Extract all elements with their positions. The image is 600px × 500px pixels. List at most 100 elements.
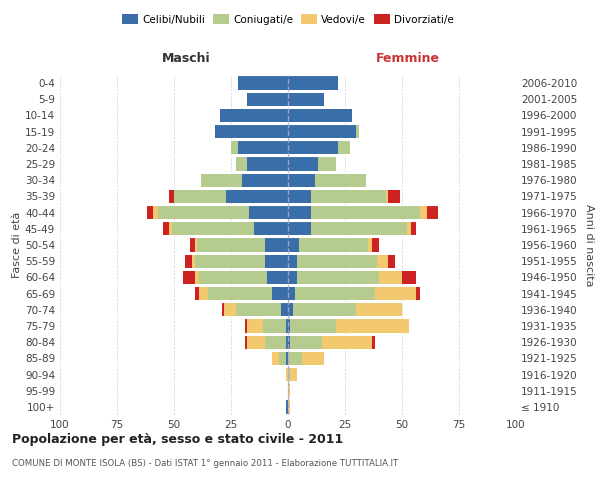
Bar	[197, 238, 265, 252]
Bar	[311, 206, 420, 220]
Bar	[368, 238, 373, 252]
Bar	[356, 303, 402, 316]
Bar	[407, 222, 411, 235]
Bar	[163, 222, 169, 235]
Bar	[416, 287, 420, 300]
Bar	[247, 320, 263, 332]
Bar	[288, 206, 311, 220]
Bar	[311, 222, 407, 235]
Bar	[245, 336, 247, 349]
Bar	[194, 238, 197, 252]
Bar	[288, 174, 316, 187]
Bar	[288, 384, 290, 398]
Bar	[224, 303, 236, 316]
Bar	[299, 238, 368, 252]
Bar	[185, 254, 192, 268]
Bar	[388, 190, 400, 203]
Bar	[322, 336, 373, 349]
Bar	[288, 92, 325, 106]
Bar	[288, 254, 297, 268]
Bar	[172, 222, 254, 235]
Bar	[379, 270, 402, 284]
Bar	[215, 125, 288, 138]
Bar	[420, 206, 427, 220]
Bar	[199, 270, 268, 284]
Bar	[154, 206, 158, 220]
Bar	[231, 141, 238, 154]
Bar	[288, 270, 297, 284]
Text: Maschi: Maschi	[161, 52, 211, 65]
Bar	[317, 158, 336, 170]
Text: COMUNE DI MONTE ISOLA (BS) - Dati ISTAT 1° gennaio 2011 - Elaborazione TUTTITALI: COMUNE DI MONTE ISOLA (BS) - Dati ISTAT …	[12, 459, 398, 468]
Bar	[190, 238, 194, 252]
Y-axis label: Anni di nascita: Anni di nascita	[584, 204, 594, 286]
Bar	[288, 158, 317, 170]
Text: Femmine: Femmine	[376, 52, 440, 65]
Bar	[377, 254, 388, 268]
Bar	[288, 109, 352, 122]
Bar	[286, 368, 288, 381]
Bar	[199, 287, 208, 300]
Bar	[293, 303, 356, 316]
Bar	[263, 320, 286, 332]
Bar	[290, 336, 322, 349]
Bar	[288, 222, 311, 235]
Bar	[386, 190, 388, 203]
Bar	[265, 238, 288, 252]
Bar	[226, 190, 288, 203]
Bar	[336, 320, 409, 332]
Bar	[247, 158, 288, 170]
Bar	[265, 336, 286, 349]
Bar	[295, 287, 374, 300]
Bar	[254, 222, 288, 235]
Bar	[194, 270, 199, 284]
Bar	[427, 206, 439, 220]
Bar	[288, 141, 338, 154]
Bar	[236, 303, 281, 316]
Legend: Celibi/Nubili, Coniugati/e, Vedovi/e, Divorziati/e: Celibi/Nubili, Coniugati/e, Vedovi/e, Di…	[118, 10, 458, 29]
Bar	[247, 336, 265, 349]
Bar	[373, 336, 374, 349]
Bar	[297, 254, 377, 268]
Bar	[249, 206, 288, 220]
Bar	[245, 320, 247, 332]
Bar	[286, 400, 288, 413]
Bar	[238, 141, 288, 154]
Bar	[288, 287, 295, 300]
Bar	[242, 174, 288, 187]
Bar	[268, 270, 288, 284]
Bar	[202, 174, 242, 187]
Bar	[220, 109, 288, 122]
Bar	[356, 125, 359, 138]
Bar	[290, 368, 297, 381]
Text: Popolazione per età, sesso e stato civile - 2011: Popolazione per età, sesso e stato civil…	[12, 432, 343, 446]
Bar	[302, 352, 325, 365]
Bar	[169, 222, 172, 235]
Bar	[288, 303, 293, 316]
Bar	[373, 238, 379, 252]
Bar	[194, 287, 199, 300]
Bar	[238, 76, 288, 90]
Bar	[174, 190, 226, 203]
Bar	[265, 254, 288, 268]
Bar	[272, 352, 279, 365]
Y-axis label: Fasce di età: Fasce di età	[12, 212, 22, 278]
Bar	[286, 336, 288, 349]
Bar	[316, 174, 365, 187]
Bar	[288, 320, 290, 332]
Bar	[183, 270, 194, 284]
Bar	[311, 190, 386, 203]
Bar	[288, 238, 299, 252]
Bar	[158, 206, 249, 220]
Bar	[297, 270, 379, 284]
Bar	[279, 352, 286, 365]
Bar	[338, 141, 350, 154]
Bar	[288, 125, 356, 138]
Bar	[222, 303, 224, 316]
Bar	[192, 254, 194, 268]
Bar	[236, 158, 247, 170]
Bar	[281, 303, 288, 316]
Bar	[247, 92, 288, 106]
Bar	[272, 287, 288, 300]
Bar	[288, 336, 290, 349]
